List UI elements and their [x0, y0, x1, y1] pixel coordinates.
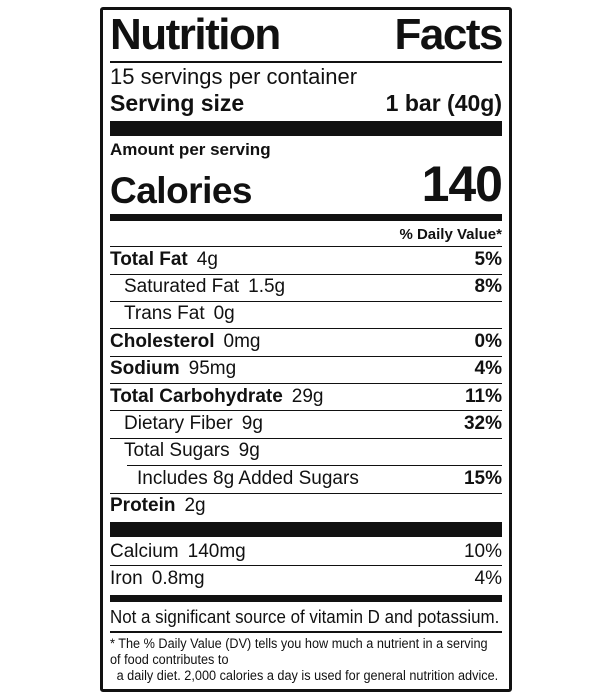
nutrition-facts-label: Nutrition Facts 15 servings per containe… — [100, 7, 512, 692]
daily-value-header: % Daily Value* — [399, 226, 502, 244]
nutrient-row: Total Sugars 9g — [110, 439, 502, 465]
nutrient-amount: 9g — [238, 440, 260, 462]
row-separator — [110, 492, 502, 494]
title-rule — [110, 60, 502, 63]
calories-row: Calories 140 — [110, 155, 503, 213]
nutrient-name: Trans Fat — [124, 303, 205, 325]
row-separator — [110, 246, 502, 248]
nutrient-daily-value: 4% — [474, 358, 502, 380]
nutrient-daily-value: 0% — [474, 330, 502, 352]
nutrient-row: Total Fat 4g 5% — [110, 247, 502, 273]
nutrient-daily-value: 15% — [463, 467, 502, 489]
row-separator — [110, 300, 502, 302]
label-title: Nutrition Facts — [110, 10, 504, 59]
nutrient-daily-value: 5% — [474, 248, 502, 270]
amount-per-serving-label: Amount per serving — [110, 139, 271, 159]
row-separator — [110, 410, 502, 412]
mineral-row: Iron 0.8mg 4% — [110, 566, 502, 592]
nutrient-daily-value: 32% — [463, 412, 502, 434]
nutrient-amount: 0.8mg — [151, 567, 205, 589]
nutrient-amount: 140mg — [187, 540, 246, 562]
nutrient-amount: 1.5g — [248, 276, 286, 298]
serving-size-label: Serving size — [110, 89, 245, 116]
footnote-line-1: * The % Daily Value (DV) tells you how m… — [110, 635, 488, 667]
nutrient-row: Total Carbohydrate 29g 11% — [110, 384, 502, 410]
nutrient-row: Dietary Fiber 9g 32% — [110, 411, 502, 437]
thick-divider-bar — [110, 120, 502, 136]
serving-size-row: Serving size 1 bar (40g) — [110, 90, 502, 119]
nutrient-row: Sodium 95mg 4% — [110, 357, 502, 383]
servings-per-container: 15 servings per container — [110, 63, 358, 89]
nutrient-name: Calcium — [110, 540, 179, 562]
nutrient-name: Cholesterol — [110, 330, 215, 352]
row-separator — [110, 383, 502, 385]
row-separator — [127, 465, 502, 467]
row-separator — [110, 565, 502, 567]
nutrient-rows: Total Fat 4g 5% Saturated Fat 1.5g 8% Trans Fa… — [110, 246, 502, 520]
nutrient-amount: 95mg — [188, 358, 237, 380]
daily-value-footnote: * The % Daily Value (DV) tells you how m… — [110, 633, 501, 685]
row-separator — [110, 355, 502, 357]
medium-divider-bar — [110, 214, 502, 222]
nutrient-daily-value: 8% — [474, 276, 502, 298]
nutrient-name: Includes 8g Added Sugars — [137, 467, 359, 489]
row-separator — [110, 273, 502, 275]
not-significant-note: Not a significant source of vitamin D an… — [110, 606, 500, 627]
nutrient-name: Iron — [110, 567, 143, 589]
nutrient-row: Protein 2g — [110, 494, 502, 520]
mineral-row: Calcium 140mg 10% — [110, 539, 502, 565]
row-separator — [110, 437, 502, 439]
nutrient-amount: 2g — [184, 495, 206, 517]
nutrient-amount: 4g — [196, 248, 218, 270]
medium-divider-bar — [110, 594, 502, 602]
serving-size-value: 1 bar (40g) — [385, 89, 502, 116]
nutrient-amount: 9g — [241, 412, 263, 434]
nutrient-name: Saturated Fat — [124, 276, 240, 298]
nutrient-name: Total Carbohydrate — [110, 385, 283, 407]
nutrient-name: Dietary Fiber — [124, 412, 233, 434]
nutrient-row: Includes 8g Added Sugars 15% — [110, 466, 502, 492]
nutrient-name: Protein — [110, 495, 176, 517]
thick-divider-bar — [110, 522, 502, 538]
nutrient-amount: 0mg — [223, 330, 261, 352]
footnote-line-2: a daily diet. 2,000 calories a day is us… — [116, 668, 499, 684]
nutrient-name: Sodium — [110, 358, 180, 380]
calories-value: 140 — [421, 155, 503, 212]
calories-label: Calories — [110, 169, 253, 211]
nutrient-row: Trans Fat 0g — [110, 302, 502, 328]
nutrient-daily-value: 11% — [465, 385, 502, 407]
nutrient-row: Saturated Fat 1.5g 8% — [110, 275, 502, 301]
nutrient-name: Total Fat — [110, 248, 188, 270]
mineral-rows: Calcium 140mg 10% Iron 0.8mg 4% — [110, 539, 502, 593]
row-separator — [110, 328, 502, 330]
nutrient-row: Cholesterol 0mg 0% — [110, 329, 502, 355]
nutrient-daily-value: 4% — [474, 567, 502, 589]
nutrient-name: Total Sugars — [124, 440, 230, 462]
nutrient-amount: 0g — [213, 303, 235, 325]
nutrient-daily-value: 10% — [463, 540, 502, 562]
nutrient-amount: 29g — [291, 385, 324, 407]
